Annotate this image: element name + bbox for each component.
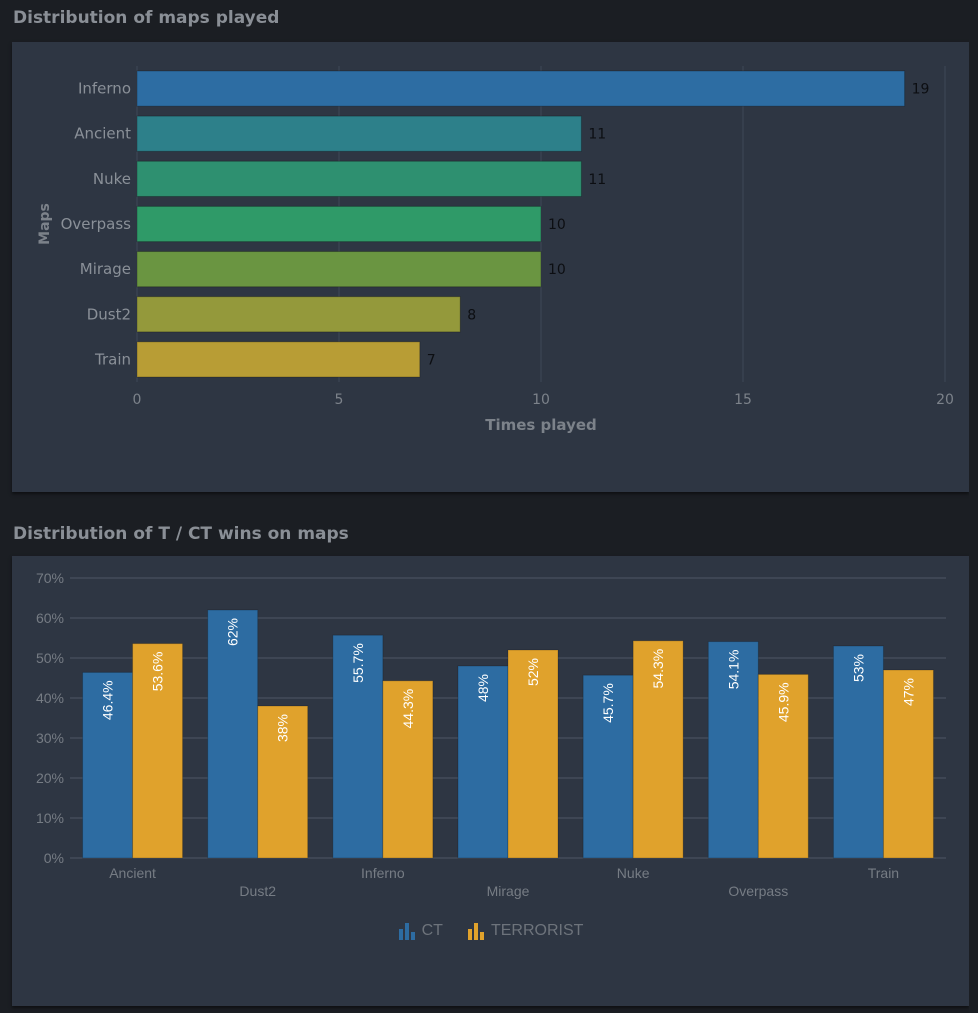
data-label: 54.3%: [650, 649, 666, 689]
y-tick-label: 20%: [36, 770, 64, 786]
x-tick-label: 15: [734, 392, 752, 408]
bar-mirage[interactable]: [136, 251, 542, 288]
data-label: 10: [548, 217, 566, 233]
x-axis-title: Times played: [485, 416, 597, 434]
y-tick-label: Overpass: [61, 215, 132, 233]
data-label: 47%: [900, 678, 916, 706]
bar-ancient-terrorist[interactable]: [132, 643, 184, 859]
data-label: 45.9%: [775, 682, 791, 722]
bar-overpass-ct[interactable]: [707, 641, 759, 859]
data-label: 11: [588, 127, 606, 143]
y-tick-label: 40%: [36, 690, 64, 706]
y-tick-label: Train: [94, 350, 131, 368]
bar-dust2[interactable]: [136, 296, 461, 333]
y-tick-label: 30%: [36, 730, 64, 746]
bar-nuke-terrorist[interactable]: [632, 640, 684, 859]
y-tick-label: 10%: [36, 810, 64, 826]
data-label: 7: [427, 352, 436, 368]
y-tick-label: 50%: [36, 650, 64, 666]
y-tick-label: 0%: [44, 850, 64, 866]
y-tick-label: Dust2: [87, 305, 131, 323]
data-label: 52%: [525, 658, 541, 686]
data-label: 45.7%: [600, 683, 616, 723]
x-tick-label: 0: [133, 392, 142, 408]
x-tick-label: Nuke: [617, 865, 650, 881]
data-label: 10: [548, 262, 566, 278]
data-label: 53.6%: [150, 652, 166, 692]
maps-played-title: Distribution of maps played: [13, 8, 280, 28]
legend-item-terrorist[interactable]: TERRORIST: [467, 922, 583, 940]
x-tick-label: 20: [936, 392, 954, 408]
bar-chart-icon: [467, 923, 484, 940]
data-label: 44.3%: [400, 689, 416, 729]
data-label: 55.7%: [350, 643, 366, 683]
x-tick-label: Mirage: [487, 883, 530, 899]
wins-legend: CT TERRORIST: [12, 922, 969, 940]
bar-overpass-terrorist[interactable]: [757, 673, 809, 859]
maps-played-chart: 0 5 10 15 20 Inferno 19 Ancient 11 Nuke 11 Overpass…: [37, 66, 954, 434]
bar-overpass[interactable]: [136, 205, 542, 243]
bar-mirage-ct[interactable]: [457, 665, 509, 859]
wins-chart: 0% 10% 20% 30% 40% 50% 60% 70% 46.4% 53.6% Ancient…: [36, 570, 946, 899]
bar-nuke[interactable]: [136, 160, 582, 197]
maps-played-panel: 0 5 10 15 20 Inferno 19 Ancient 11 Nuke 11 Overpass…: [12, 42, 969, 492]
x-tick-label: 10: [532, 392, 550, 408]
y-axis-title: Maps: [37, 203, 53, 245]
x-tick-label: Dust2: [239, 883, 276, 899]
wins-title: Distribution of T / CT wins on maps: [13, 524, 349, 544]
bar-train-terrorist[interactable]: [882, 669, 934, 859]
bar-ancient[interactable]: [136, 115, 582, 152]
bar-inferno-ct[interactable]: [332, 634, 384, 859]
bar-mirage-terrorist[interactable]: [507, 649, 559, 859]
y-tick-label: 60%: [36, 610, 64, 626]
data-label: 19: [912, 82, 930, 98]
y-tick-label: Mirage: [80, 260, 131, 278]
bar-chart-icon: [398, 923, 415, 940]
data-label: 48%: [475, 674, 491, 702]
legend-label-terrorist: TERRORIST: [490, 922, 584, 939]
data-label: 11: [588, 172, 606, 188]
bar-dust2-terrorist[interactable]: [257, 705, 309, 859]
page-edge: [969, 0, 978, 1013]
data-label: 62%: [225, 618, 241, 646]
wins-panel: 0% 10% 20% 30% 40% 50% 60% 70% 46.4% 53.6% Ancient…: [12, 556, 969, 1006]
y-tick-label: Nuke: [93, 170, 131, 188]
y-tick-label: Ancient: [74, 125, 131, 143]
y-tick-label: Inferno: [78, 80, 131, 98]
data-label: 53%: [850, 654, 866, 682]
legend-label-ct: CT: [421, 922, 443, 939]
x-tick-label: Overpass: [728, 883, 788, 899]
x-tick-label: Ancient: [109, 865, 156, 881]
data-label: 46.4%: [100, 680, 116, 720]
bar-dust2-ct[interactable]: [207, 609, 259, 859]
data-label: 38%: [275, 714, 291, 742]
bar-inferno-terrorist[interactable]: [382, 680, 434, 859]
x-tick-label: Inferno: [361, 865, 405, 881]
data-label: 8: [467, 307, 476, 323]
bar-ancient-ct[interactable]: [82, 671, 134, 859]
x-tick-label: Train: [868, 865, 899, 881]
bar-inferno[interactable]: [136, 70, 906, 107]
data-label: 54.1%: [725, 650, 741, 690]
legend-item-ct[interactable]: CT: [398, 922, 443, 940]
y-tick-label: 70%: [36, 570, 64, 586]
x-tick-label: 5: [335, 392, 344, 408]
bar-train[interactable]: [136, 341, 421, 378]
